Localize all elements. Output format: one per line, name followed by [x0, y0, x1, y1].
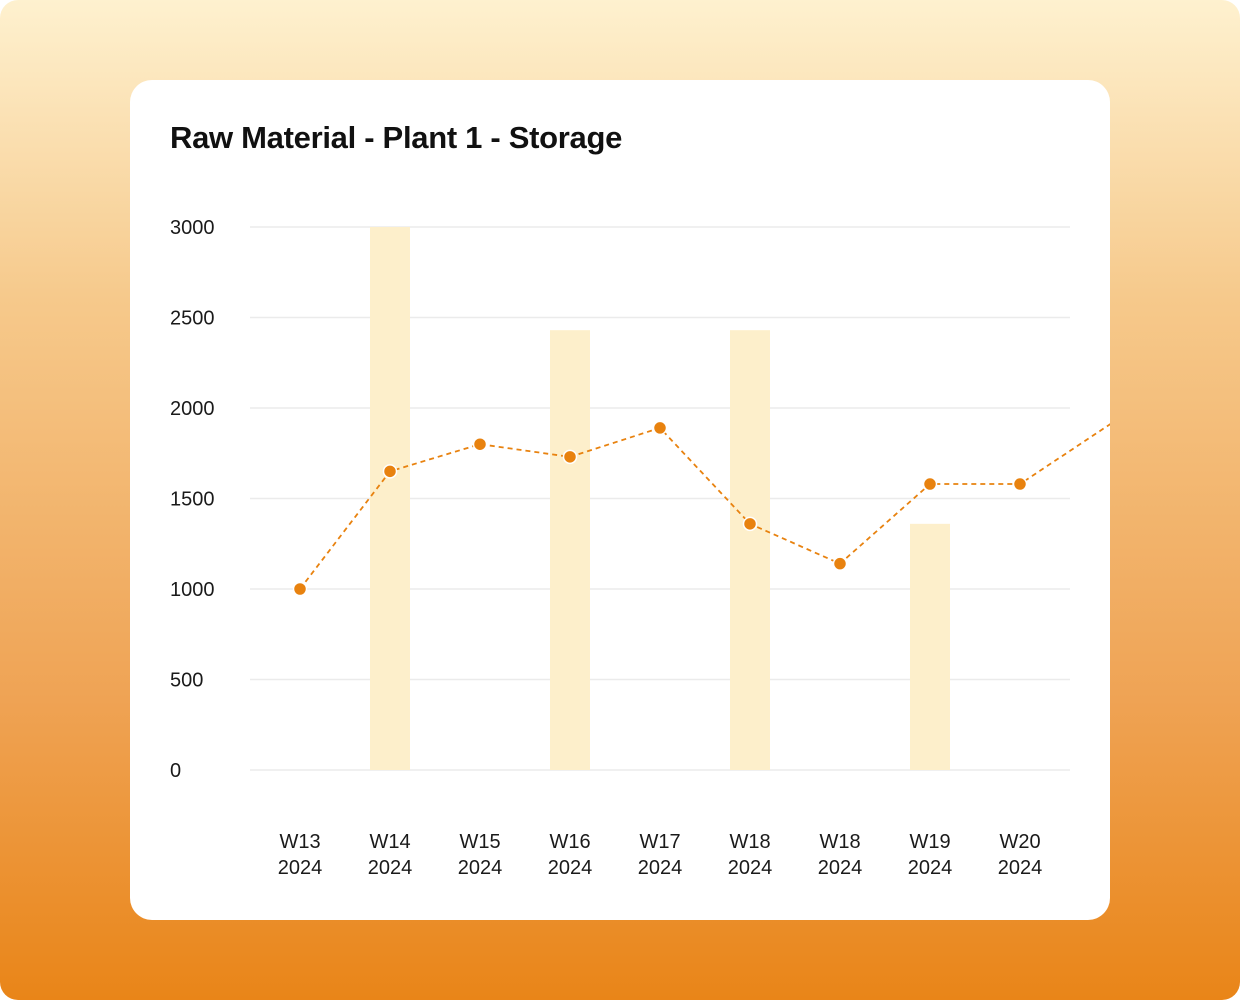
x-tick-label: 2024 — [638, 857, 683, 879]
x-tick-label: 2024 — [278, 857, 323, 879]
data-point — [1012, 476, 1028, 492]
data-point — [292, 581, 308, 597]
y-tick-label: 0 — [170, 760, 181, 782]
x-tick-label: W15 — [459, 831, 500, 853]
x-tick-label: W20 — [999, 831, 1040, 853]
x-tick-label: W18 — [729, 831, 770, 853]
bar — [910, 523, 950, 770]
data-point — [832, 556, 848, 571]
x-tick-label: W14 — [369, 831, 410, 853]
bar — [730, 330, 770, 770]
y-tick-label: 2500 — [170, 308, 215, 330]
x-tick-label: 2024 — [458, 857, 503, 879]
y-axis-ticks: 0 500 1000 1500 2000 2500 3000 — [170, 217, 215, 782]
x-tick-label: W16 — [549, 831, 590, 853]
chart-title: Raw Material - Plant 1 - Storage — [170, 120, 623, 155]
y-tick-label: 3000 — [170, 217, 215, 239]
y-tick-label: 500 — [170, 670, 203, 692]
x-tick-label: 2024 — [908, 857, 953, 879]
x-tick-label: W19 — [909, 831, 950, 853]
x-tick-label: W13 — [279, 831, 320, 853]
y-tick-label: 2000 — [170, 398, 215, 420]
data-point — [742, 516, 758, 532]
bar-series — [370, 227, 950, 770]
line-series — [299, 423, 1110, 590]
bar — [550, 330, 590, 770]
data-point — [382, 464, 398, 479]
series-line — [299, 423, 1110, 590]
data-point — [562, 449, 578, 465]
x-tick-label: W17 — [639, 831, 680, 853]
line-points — [292, 420, 1028, 597]
data-point — [922, 476, 938, 492]
x-tick-label: 2024 — [548, 857, 593, 879]
x-tick-label: W18 — [819, 831, 860, 853]
x-tick-label: 2024 — [818, 857, 863, 879]
x-tick-label: 2024 — [998, 857, 1043, 879]
y-tick-label: 1500 — [170, 489, 215, 511]
data-point — [652, 420, 668, 436]
x-tick-label: 2024 — [368, 857, 413, 879]
chart-card: Raw Material - Plant 1 - Storage 0 500 100… — [130, 80, 1110, 920]
x-tick-label: 2024 — [728, 857, 773, 879]
y-tick-label: 1000 — [170, 579, 215, 601]
bar — [370, 227, 410, 770]
x-axis-ticks: W13 2024 W14 2024 W15 2024 W16 2024 W17 2024 W18 20… — [278, 831, 1043, 879]
data-point — [472, 436, 488, 452]
